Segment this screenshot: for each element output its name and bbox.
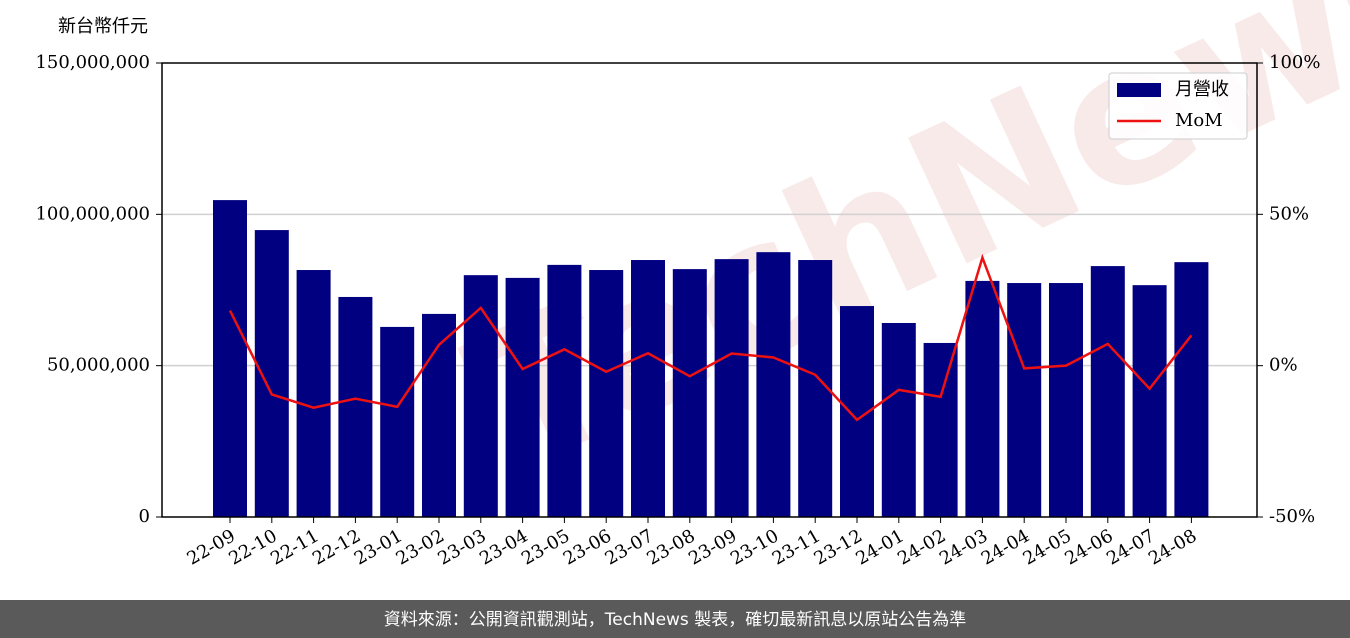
plot-frame [161,62,1258,518]
bar [1090,266,1125,517]
bar [589,270,624,517]
bar [714,259,749,517]
bar [505,277,540,517]
bar [1007,283,1042,517]
bar [965,280,1000,517]
bar [254,230,289,517]
bar [881,322,916,517]
bar [547,264,582,517]
y2-tick-label: 50% [1269,203,1309,224]
legend-swatch [1117,83,1161,97]
bar [1049,283,1083,517]
y2-tick-label: 0% [1269,355,1298,376]
y-tick-label: 100,000,000 [35,203,150,224]
bar [338,296,373,517]
x-tick-label: 24-08 [1145,525,1200,569]
bar [296,270,331,517]
y-tick-label: 50,000,000 [47,355,150,376]
y-tick-label: 0 [139,506,150,527]
legend-label: 月營收 [1175,79,1229,100]
bar [1174,262,1209,517]
bar [380,326,415,517]
line [228,253,1193,422]
bar [1132,285,1167,517]
bar [213,200,247,517]
bar [463,275,498,517]
bar [672,269,707,517]
bar [631,260,665,517]
footer: 資料來源：公開資訊觀測站，TechNews 製表，確切最新訊息以原站公告為準 [384,610,966,630]
y-axis-label: 新台幣仟元 [58,16,148,37]
bar [756,252,791,517]
y2-tick-label: -50% [1269,506,1315,527]
y2-tick-label: 100% [1269,52,1320,73]
bar [923,342,958,517]
bar [422,313,456,517]
legend-label: MoM [1175,110,1223,131]
footer-bar [0,600,1350,638]
y-tick-label: 150,000,000 [35,52,150,73]
